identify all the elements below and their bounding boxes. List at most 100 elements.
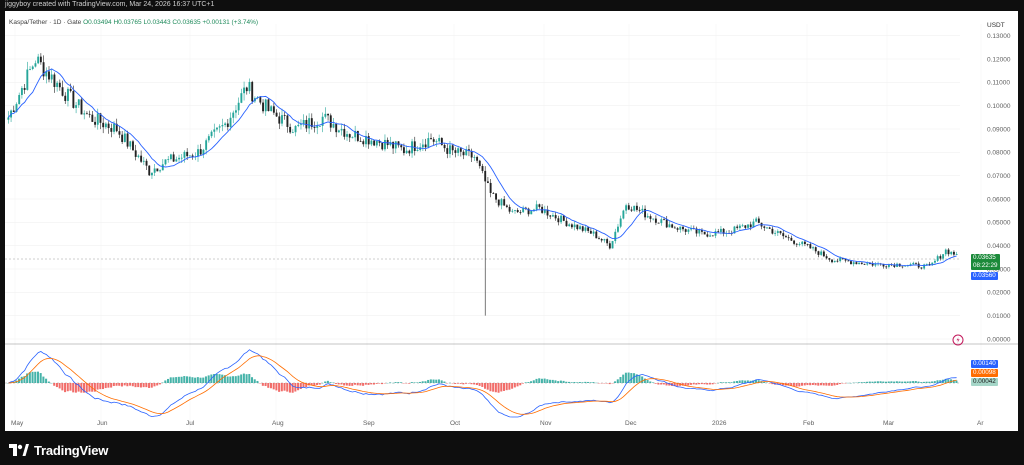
- candle-body: [402, 147, 405, 154]
- macd-histogram-bar: [408, 383, 411, 384]
- candle-body: [695, 228, 698, 234]
- macd-histogram-bar: [920, 382, 923, 383]
- candle-body: [104, 123, 107, 128]
- candle-body: [58, 82, 61, 88]
- macd-histogram-bar: [570, 382, 573, 383]
- price-tick-label: 0.09000: [987, 126, 1011, 133]
- candle-body: [709, 235, 712, 237]
- macd-histogram-bar: [931, 381, 934, 383]
- macd-histogram-bar: [478, 383, 481, 386]
- candle-body: [741, 225, 744, 227]
- macd-histogram-bar: [676, 383, 679, 387]
- macd-histogram-bar: [112, 383, 115, 387]
- time-tick-label: Nov: [540, 420, 552, 427]
- candle-body: [264, 99, 267, 112]
- macd-histogram-bar: [221, 374, 224, 383]
- macd-histogram-bar: [145, 383, 148, 388]
- macd-histogram-bar: [139, 383, 142, 388]
- macd-histogram-bar: [481, 383, 484, 387]
- macd-histogram-bar: [562, 380, 565, 383]
- macd-histogram-bar: [85, 383, 88, 393]
- symbol-name: Kaspa/Tether · 1D · Gate: [9, 19, 82, 26]
- macd-histogram-bar: [586, 381, 589, 383]
- macd-histogram-bar: [142, 383, 145, 388]
- chart-panel[interactable]: 0.13000 0.12000 0.11000 0.10000 0.09000 0.080…: [5, 11, 1018, 431]
- macd-histogram-bar: [901, 381, 904, 383]
- candle-body: [140, 155, 143, 162]
- candle-body: [923, 264, 926, 269]
- macd-histogram-bar: [535, 378, 538, 383]
- candle-body: [172, 154, 175, 162]
- macd-histogram-bar: [429, 379, 432, 383]
- macd-histogram-bar: [484, 383, 487, 389]
- candle-body: [522, 207, 525, 213]
- candle-body: [56, 82, 59, 87]
- candle-body: [646, 216, 649, 218]
- chart-canvas[interactable]: 0.13000 0.12000 0.11000 0.10000 0.09000 0.080…: [5, 11, 1018, 431]
- candle-body: [557, 218, 560, 223]
- candle-body: [392, 142, 395, 149]
- price-tick-label: 0.12000: [987, 56, 1011, 63]
- replay-icon[interactable]: [952, 334, 964, 346]
- tradingview-logo[interactable]: TradingView: [9, 441, 108, 459]
- candle-body: [132, 141, 134, 151]
- candle-body: [313, 127, 316, 128]
- macd-histogram-bar: [381, 383, 384, 385]
- macd-histogram-bar: [416, 382, 419, 383]
- candle-body: [332, 123, 335, 128]
- macd-histogram-bar: [118, 383, 121, 386]
- macd-histogram-bar: [903, 381, 906, 383]
- candle-body: [243, 87, 246, 94]
- candle-body: [638, 209, 641, 211]
- macd-histogram-bar: [557, 381, 560, 383]
- candle-body: [581, 226, 584, 231]
- candle-body: [427, 138, 430, 148]
- macd-histogram-bar: [746, 380, 749, 383]
- chart-credit: jiggyboy created with TradingView.com, M…: [5, 1, 215, 8]
- candle-body: [492, 192, 495, 194]
- macd-histogram-bar: [651, 382, 655, 383]
- candle-body: [703, 231, 706, 235]
- candle-body: [641, 208, 644, 211]
- macd-indicator: [7, 349, 958, 418]
- candle-body: [860, 262, 863, 264]
- candle-body: [562, 215, 565, 221]
- macd-histogram-bar: [532, 380, 535, 383]
- candle-body: [213, 129, 216, 132]
- candle-body: [719, 228, 722, 232]
- candle-body: [649, 216, 652, 219]
- macd-histogram-bar: [123, 383, 126, 386]
- macd-histogram-bar: [641, 376, 644, 383]
- candle-body: [470, 150, 473, 158]
- candle-body: [240, 93, 243, 103]
- macd-histogram-bar: [660, 383, 663, 385]
- macd-histogram-bar: [39, 373, 42, 383]
- candle-body: [53, 74, 56, 87]
- candle-body: [37, 56, 40, 64]
- candle-body: [438, 138, 441, 142]
- candle-body: [343, 128, 346, 137]
- candle-body: [576, 224, 579, 230]
- candle-body: [592, 231, 595, 234]
- macd-histogram-bar: [286, 383, 289, 392]
- macd-histogram-bar: [256, 380, 259, 383]
- candle-body: [931, 262, 934, 265]
- macd-histogram-bar: [830, 383, 833, 386]
- macd-histogram-bar: [435, 379, 438, 383]
- macd-histogram-bar: [521, 383, 524, 384]
- candle-body: [882, 264, 885, 267]
- price-tick-label: 0.04000: [987, 243, 1011, 250]
- candle-body: [955, 254, 958, 255]
- macd-histogram-bar: [811, 383, 814, 385]
- candle-body: [394, 141, 397, 149]
- macd-histogram-bar: [362, 383, 365, 386]
- candle-body: [88, 113, 91, 115]
- ma-line: [8, 68, 957, 267]
- macd-histogram-bar: [115, 383, 118, 386]
- macd-histogram-bar: [608, 383, 611, 385]
- macd-histogram-bar: [673, 383, 676, 387]
- macd-histogram-bar: [36, 371, 39, 383]
- candle-body: [749, 224, 752, 228]
- macd-histogram-bar: [167, 378, 170, 383]
- macd-histogram-bar: [432, 379, 435, 383]
